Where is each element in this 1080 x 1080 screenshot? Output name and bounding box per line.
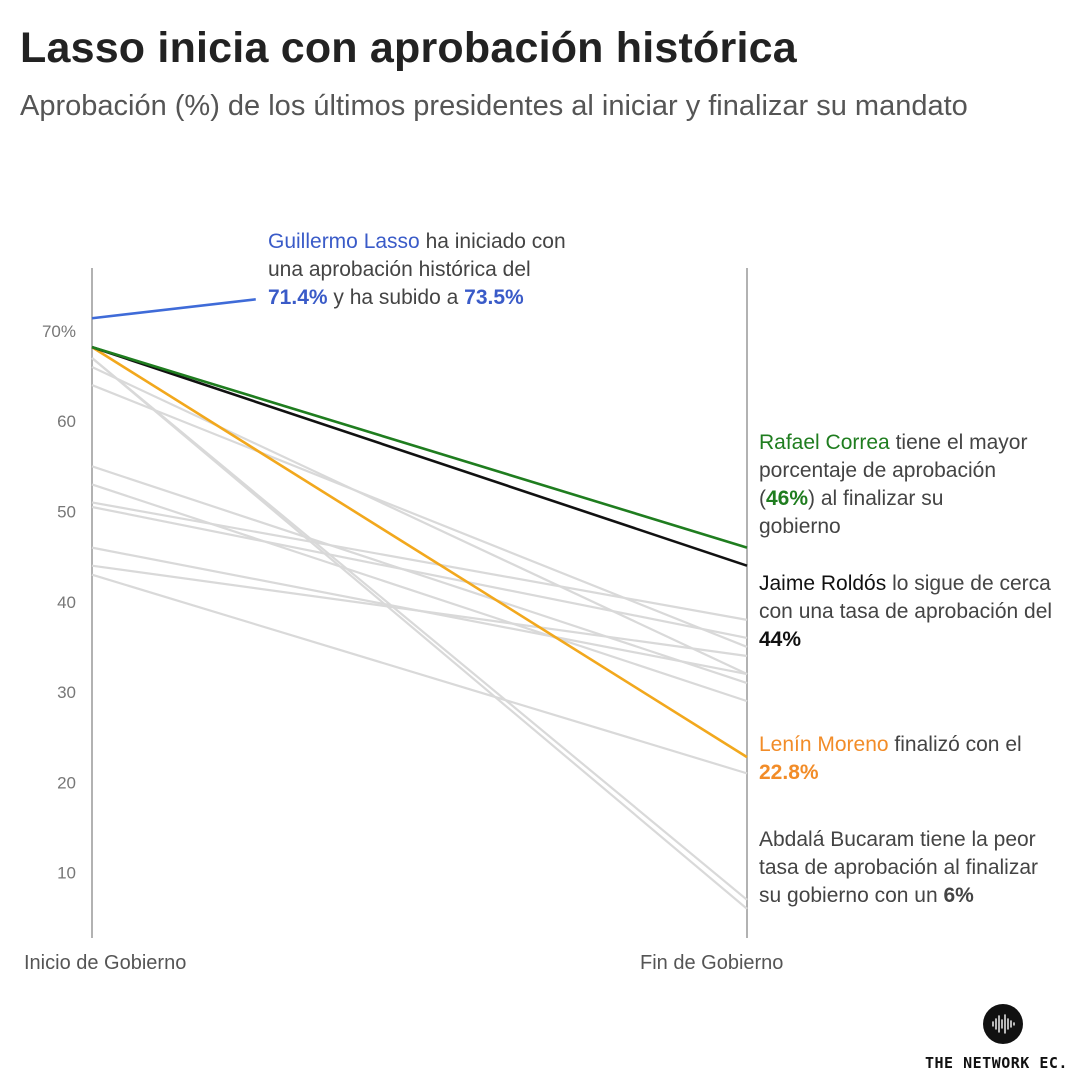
annotation-correa-text2: ) al finalizar su gobierno [759,487,944,538]
series-line [91,345,748,567]
slope-chart: 10 20 30 40 50 60 70% Inicio de Gobierno Fin de… [24,268,783,974]
series-line [91,345,748,549]
y-tick-label: 60 [57,412,76,431]
annotation-lasso: Guillermo Lasso ha iniciado con una apro… [268,228,568,312]
annotation-bucaram-text1: Abdalá Bucaram tiene la peor tasa de apr… [759,828,1039,907]
annotation-roldos-name: Jaime Roldós [759,572,887,595]
annotation-bucaram: Abdalá Bucaram tiene la peor tasa de apr… [759,826,1044,910]
series-line [91,573,748,775]
annotation-lasso-start-value: 71.4% [268,286,328,309]
soundwave-icon [983,1004,1023,1044]
series-line [91,366,748,676]
annotation-moreno: Lenín Moreno finalizó con el 22.8% [759,731,1059,787]
annotation-bucaram-value: 6% [943,884,974,907]
series-line [91,346,748,759]
annotation-roldos-value: 44% [759,628,802,651]
annotation-lasso-name: Guillermo Lasso [268,230,420,253]
chart-subtitle: Aprobación (%) de los últimos presidente… [20,90,968,122]
series-line [91,298,256,320]
annotation-roldos-text1: lo sigue de cerca con una tasa de aproba… [759,572,1053,623]
x-label-start: Inicio de Gobierno [24,952,186,974]
annotation-moreno-value: 22.8% [759,761,819,784]
y-tick-label: 40 [57,593,76,612]
series-line [91,483,748,703]
annotation-correa-name: Rafael Correa [759,431,890,454]
annotation-lasso-text1: ha iniciado con una aprobación histórica… [268,230,566,281]
annotation-moreno-text1: finalizó con el [888,733,1022,756]
y-tick-label: 70% [42,322,76,341]
series-line [91,357,748,910]
y-tick-label: 10 [57,864,76,883]
y-tick-layer: 10 20 30 40 50 60 70% [42,322,76,883]
series-line [91,357,748,901]
series-line [91,505,748,639]
axes-layer [91,268,748,938]
brand-name: THE NETWORK EC. [925,1054,1068,1072]
annotation-lasso-text2: y ha subido a [327,286,465,309]
x-label-end: Fin de Gobierno [640,952,783,974]
series-line [91,564,748,658]
annotation-correa: Rafael Correa tiene el mayor porcentaje … [759,429,1029,541]
y-tick-label: 50 [57,503,76,522]
series-line [91,465,748,685]
brand-logo: THE NETWORK EC. [925,1004,1075,1076]
series-line [91,501,748,621]
series-layer [91,298,748,910]
y-tick-label: 20 [57,773,76,792]
annotation-moreno-name: Lenín Moreno [759,733,889,756]
annotation-correa-value: 46% [766,487,809,510]
annotation-roldos: Jaime Roldós lo sigue de cerca con una t… [759,570,1059,654]
y-tick-label: 30 [57,683,76,702]
annotation-lasso-end-value: 73.5% [464,286,524,309]
annotation-correa-text1: tiene el mayor porcentaje de aprobación … [759,431,1028,510]
x-label-layer: Inicio de Gobierno Fin de Gobierno [24,952,783,974]
series-line [91,384,748,648]
chart-title: Lasso inicia con aprobación histórica [20,24,797,72]
